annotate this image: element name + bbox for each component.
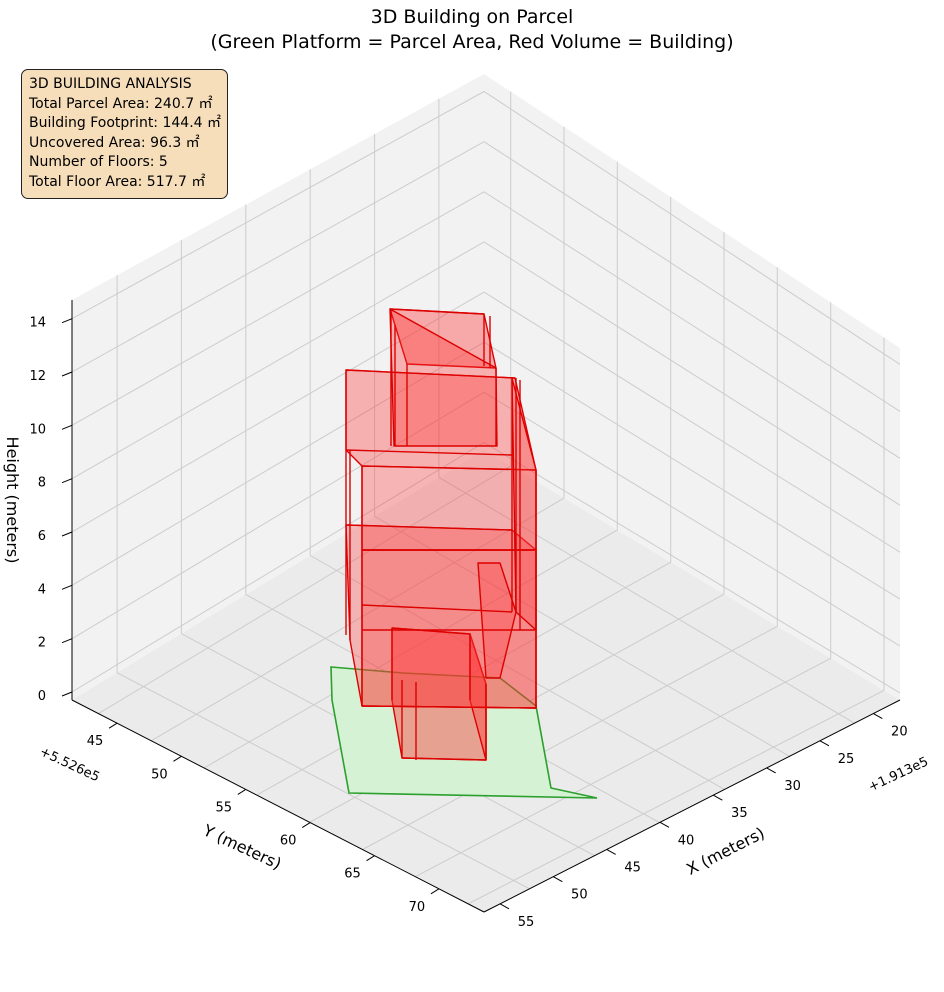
chart-title: 3D Building on Parcel (370, 6, 574, 28)
analysis-info-box: 3D BUILDING ANALYSIS Total Parcel Area: … (21, 69, 228, 199)
y-grid-line (438, 98, 855, 724)
x-offset-label: +1.913e5 (866, 754, 931, 795)
floor-3-face (361, 465, 537, 551)
z-grid-line (71, 241, 901, 506)
y-offset-label: +5.526e5 (37, 744, 102, 785)
z-tick-mark (61, 424, 73, 430)
x-tick-label: 20 (891, 725, 908, 740)
z-grid-line (71, 90, 901, 365)
info-line-parcel-area: Total Parcel Area: 240.7 ㎡ (29, 95, 213, 112)
x-tick-label: 55 (518, 915, 535, 930)
info-line-floor-area: Total Floor Area: 517.7 ㎡ (29, 173, 206, 190)
x-tick-mark (499, 903, 510, 910)
y-tick-mark (108, 722, 118, 729)
building-edge (345, 449, 513, 456)
x-tick-mark (713, 794, 723, 801)
z-tick-mark (61, 531, 73, 537)
x-grid-line (415, 302, 832, 878)
building-volume (345, 308, 537, 761)
x-grid-line (150, 126, 565, 742)
x-grid-line (98, 91, 512, 715)
building-edge (401, 757, 487, 761)
left-pane (72, 74, 484, 700)
z-tick-mark (61, 318, 73, 324)
y-axis-line (71, 699, 485, 913)
z-tick-label: 6 (38, 529, 46, 544)
y-tick-label: 50 (151, 767, 168, 782)
y-tick-mark (173, 755, 182, 762)
y-tick-label: 65 (344, 867, 361, 882)
x-tick-mark (606, 849, 616, 855)
x-tick-mark (766, 767, 776, 774)
building-edge (345, 524, 513, 531)
x-tick-label: 25 (838, 752, 855, 767)
y-tick-label: 45 (87, 734, 104, 749)
y-tick-mark (430, 888, 440, 895)
x-tick-mark (819, 740, 830, 747)
parcel-platform (330, 666, 598, 799)
y-axis-label: Y (meters) (199, 820, 284, 873)
x-tick-label: 50 (571, 888, 588, 903)
parcel-polygon (330, 666, 598, 799)
tick-labels: 20 25 30 35 40 45 50 55 45 50 55 60 65 70 0 2 4 6 8 10 12 14 (29, 316, 907, 930)
building-edge (389, 308, 485, 315)
z-tick-label: 8 (38, 476, 46, 491)
axis-lines (61, 300, 901, 913)
x-tick-mark (553, 876, 563, 883)
x-grid-line (467, 337, 885, 905)
y-tick-mark (301, 822, 311, 828)
info-line-uncovered: Uncovered Area: 96.3 ㎡ (29, 134, 200, 151)
y-tick-label: 55 (216, 800, 233, 815)
y-grid-line (116, 275, 530, 890)
y-grid-line (309, 169, 725, 790)
x-tick-label: 30 (784, 779, 801, 794)
x-axis-label: X (meters) (683, 823, 767, 879)
y-tick-label: 60 (280, 834, 297, 849)
building-edge (361, 705, 537, 709)
z-tick-label: 0 (38, 689, 46, 704)
z-tick-mark (61, 584, 73, 590)
notch-face (477, 562, 517, 679)
x-tick-label: 40 (678, 833, 695, 848)
z-grid-line (71, 191, 901, 459)
y-tick-mark (237, 789, 247, 795)
z-grid-line (71, 391, 901, 647)
x-tick-mark (659, 821, 670, 828)
top-floor-volume (389, 308, 498, 447)
right-pane (484, 74, 900, 700)
y-tick-mark (366, 855, 375, 862)
building-edge (391, 627, 471, 635)
y-tick-label: 70 (409, 900, 426, 915)
x-tick-label: 35 (731, 806, 748, 821)
z-grid-line (71, 441, 901, 694)
z-tick-label: 14 (29, 316, 46, 331)
z-tick-label: 12 (29, 369, 46, 384)
y-grid-line (374, 134, 790, 757)
z-grid-line (71, 141, 901, 412)
z-axis-label: Height (meters) (3, 437, 22, 564)
z-grid-line (71, 291, 901, 553)
z-tick-label: 2 (38, 636, 46, 651)
z-tick-label: 4 (38, 582, 46, 597)
info-line-floors: Number of Floors: 5 (29, 154, 168, 171)
building-edge (361, 604, 513, 613)
z-tick-label: 10 (29, 422, 46, 437)
chart-subtitle: (Green Platform = Parcel Area, Red Volum… (210, 31, 734, 53)
z-tick-mark (61, 371, 73, 377)
x-tick-mark (873, 713, 883, 720)
z-tick-mark (61, 691, 73, 697)
z-tick-mark (61, 478, 73, 484)
building-edge (345, 369, 516, 379)
x-tick-label: 45 (624, 860, 641, 875)
z-tick-mark (61, 638, 73, 644)
info-line-heading: 3D BUILDING ANALYSIS (29, 76, 192, 92)
info-line-footprint: Building Footprint: 144.4 ㎡ (29, 115, 222, 132)
